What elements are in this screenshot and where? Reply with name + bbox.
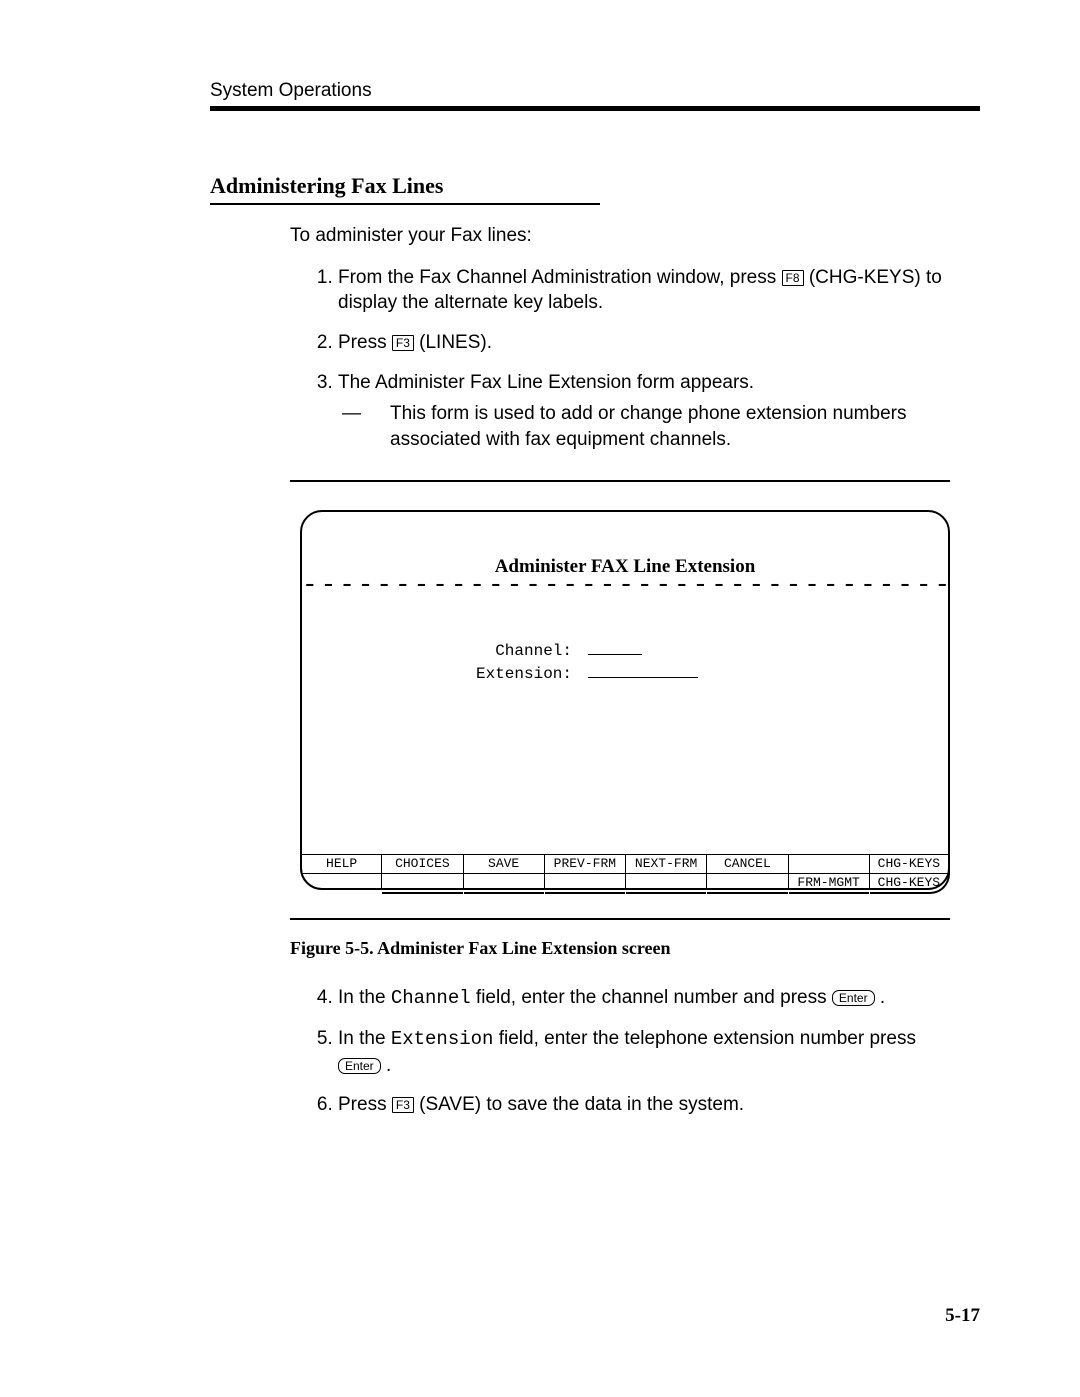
step-6-text-b: (SAVE) to save the data in the system.: [414, 1094, 744, 1115]
fkey-label: HELP: [302, 854, 381, 874]
fkey-label-alt: [707, 874, 787, 894]
section-heading: Administering Fax Lines: [210, 173, 600, 205]
step-5-text-a: In the: [338, 1028, 391, 1049]
step-4-text-a: In the: [338, 987, 391, 1008]
fkey-row: HELP CHOICES SAVE PREV-FRM NEXT-FRM CANC…: [300, 854, 950, 890]
fkey-prev-frm[interactable]: PREV-FRM: [544, 854, 625, 890]
terminal-fields: Channel: Extension:: [302, 640, 948, 685]
chapter-title: System Operations: [210, 80, 980, 106]
terminal-dashes: -----------------------------------: [302, 580, 948, 590]
f8-keycap: F8: [782, 270, 804, 286]
steps-list-1: From the Fax Channel Administration wind…: [290, 265, 950, 453]
step-3: The Administer Fax Line Extension form a…: [338, 370, 950, 453]
header-rule: [210, 106, 980, 111]
extension-label: Extension:: [302, 663, 572, 685]
fkey-label: CHG-KEYS: [870, 854, 950, 874]
f3-keycap: F3: [392, 1097, 414, 1113]
step-6-text-a: Press: [338, 1094, 392, 1115]
fkey-save[interactable]: SAVE: [463, 854, 544, 890]
terminal-title: Administer FAX Line Extension: [302, 556, 948, 578]
figure-rule-bottom: [290, 918, 950, 920]
note-dash: —: [366, 401, 390, 427]
steps-list-2: In the Channel field, enter the channel …: [290, 985, 950, 1118]
step-5: In the Extension field, enter the teleph…: [338, 1026, 950, 1078]
fkey-frm-mgmt[interactable]: FRM-MGMT: [788, 854, 869, 890]
fkey-label: PREV-FRM: [545, 854, 625, 874]
step-5-text-b: field, enter the telephone extension num…: [493, 1028, 916, 1049]
body-block-2: In the Channel field, enter the channel …: [290, 985, 950, 1118]
extension-input[interactable]: [588, 665, 698, 678]
step-3-note: —This form is used to add or change phon…: [366, 401, 950, 452]
fkey-help[interactable]: HELP: [300, 854, 381, 890]
intro-text: To administer your Fax lines:: [290, 223, 950, 249]
body-block-1: To administer your Fax lines: From the F…: [290, 223, 950, 452]
step-5-text-c: .: [381, 1055, 392, 1076]
step-3-text: The Administer Fax Line Extension form a…: [338, 372, 754, 393]
step-4-mono: Channel: [391, 987, 471, 1009]
fkey-label-alt: [545, 874, 625, 894]
fkey-label-alt: FRM-MGMT: [789, 874, 869, 894]
step-2-text-a: Press: [338, 332, 392, 353]
fkey-label: CHOICES: [382, 854, 462, 874]
section-rule: [210, 203, 600, 205]
terminal-screen: Administer FAX Line Extension ----------…: [300, 510, 950, 890]
channel-input[interactable]: [588, 642, 642, 655]
figure-rule-top: [290, 480, 950, 482]
page-number: 5-17: [945, 1305, 980, 1327]
step-2: Press F3 (LINES).: [338, 330, 950, 356]
fkey-label: [789, 854, 869, 874]
section-title: Administering Fax Lines: [210, 173, 600, 203]
fkey-label-alt: CHG-KEYS: [870, 874, 950, 894]
fkey-cancel[interactable]: CANCEL: [706, 854, 787, 890]
note-text: This form is used to add or change phone…: [390, 403, 906, 450]
fkey-chg-keys[interactable]: CHG-KEYS CHG-KEYS: [869, 854, 950, 890]
fkey-label-alt: [464, 874, 544, 894]
fkey-choices[interactable]: CHOICES: [381, 854, 462, 890]
step-4: In the Channel field, enter the channel …: [338, 985, 950, 1012]
f3-keycap: F3: [392, 335, 414, 351]
step-2-text-b: (LINES).: [414, 332, 492, 353]
fkey-label-alt: [626, 874, 706, 894]
step-1-text-a: From the Fax Channel Administration wind…: [338, 267, 782, 288]
fkey-label: SAVE: [464, 854, 544, 874]
fkey-next-frm[interactable]: NEXT-FRM: [625, 854, 706, 890]
figure-caption: Figure 5-5. Administer Fax Line Extensio…: [290, 938, 980, 959]
fkey-label-alt: [302, 874, 381, 890]
extension-row: Extension:: [302, 663, 948, 685]
page: System Operations Administering Fax Line…: [0, 0, 1080, 1397]
page-header: System Operations: [210, 80, 980, 111]
enter-keycap: Enter: [338, 1058, 381, 1074]
channel-row: Channel:: [302, 640, 948, 662]
fkey-label: NEXT-FRM: [626, 854, 706, 874]
step-6: Press F3 (SAVE) to save the data in the …: [338, 1092, 950, 1118]
step-4-text-b: field, enter the channel number and pres…: [471, 987, 832, 1008]
fkey-label: CANCEL: [707, 854, 787, 874]
fkey-label-alt: [382, 874, 462, 894]
step-1: From the Fax Channel Administration wind…: [338, 265, 950, 316]
step-4-text-c: .: [875, 987, 886, 1008]
enter-keycap: Enter: [832, 990, 875, 1006]
step-5-mono: Extension: [391, 1028, 494, 1050]
channel-label: Channel:: [302, 640, 572, 662]
